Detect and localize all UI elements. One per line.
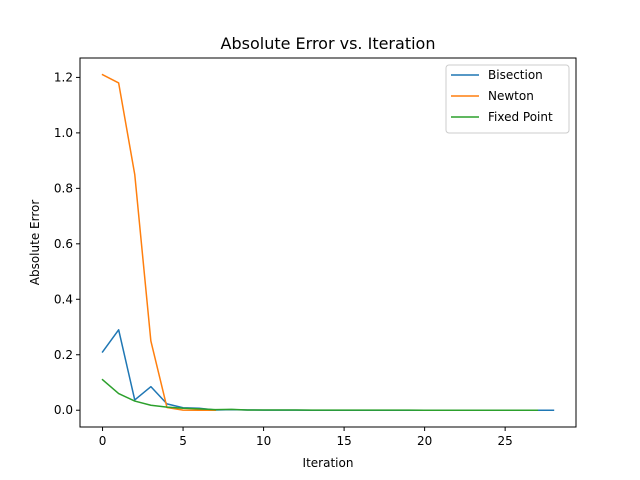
y-tick-label: 0.0 bbox=[54, 403, 73, 417]
x-tick-label: 5 bbox=[179, 434, 187, 448]
x-axis-ticks: 0 5 10 15 20 25 bbox=[99, 427, 513, 448]
x-tick-label: 0 bbox=[99, 434, 107, 448]
series-line-fixed-point bbox=[101, 378, 539, 411]
legend-label: Newton bbox=[488, 89, 534, 103]
plot-frame bbox=[79, 57, 577, 428]
x-tick-label: 25 bbox=[498, 434, 513, 448]
series-line-bisection bbox=[101, 329, 555, 411]
x-tick-label: 20 bbox=[417, 434, 432, 448]
legend-label: Fixed Point bbox=[488, 110, 553, 124]
x-tick-label: 10 bbox=[256, 434, 271, 448]
y-tick-label: 0.2 bbox=[54, 348, 73, 362]
y-axis-label: Absolute Error bbox=[28, 200, 42, 286]
legend: Bisection Newton Fixed Point bbox=[445, 64, 570, 134]
y-tick-label: 0.6 bbox=[54, 237, 73, 251]
x-tick-label: 15 bbox=[336, 434, 351, 448]
legend-label: Bisection bbox=[488, 68, 543, 82]
y-tick-label: 1.2 bbox=[54, 70, 73, 84]
y-tick-label: 1.0 bbox=[54, 126, 73, 140]
legend-box bbox=[445, 64, 570, 134]
x-axis-label: Iteration bbox=[303, 456, 354, 470]
y-tick-label: 0.4 bbox=[54, 292, 73, 306]
chart-title: Absolute Error vs. Iteration bbox=[221, 34, 436, 53]
y-tick-label: 0.8 bbox=[54, 181, 73, 195]
series-line-newton bbox=[101, 73, 217, 411]
y-axis-ticks: 0.0 0.2 0.4 0.6 0.8 1.0 1.2 bbox=[54, 70, 80, 417]
series-lines bbox=[101, 73, 555, 411]
